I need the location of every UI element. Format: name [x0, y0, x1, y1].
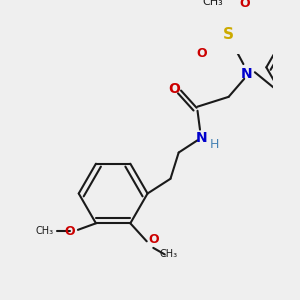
Text: CH₃: CH₃: [159, 249, 177, 260]
Text: S: S: [223, 27, 234, 42]
Text: O: O: [196, 47, 207, 60]
Text: O: O: [240, 0, 250, 10]
Text: N: N: [241, 67, 253, 81]
Text: O: O: [169, 82, 181, 96]
Text: CH₃: CH₃: [202, 0, 223, 7]
Text: O: O: [64, 225, 75, 238]
Text: CH₃: CH₃: [35, 226, 53, 236]
Text: N: N: [196, 131, 207, 145]
Text: O: O: [148, 233, 159, 246]
Text: H: H: [210, 138, 219, 151]
